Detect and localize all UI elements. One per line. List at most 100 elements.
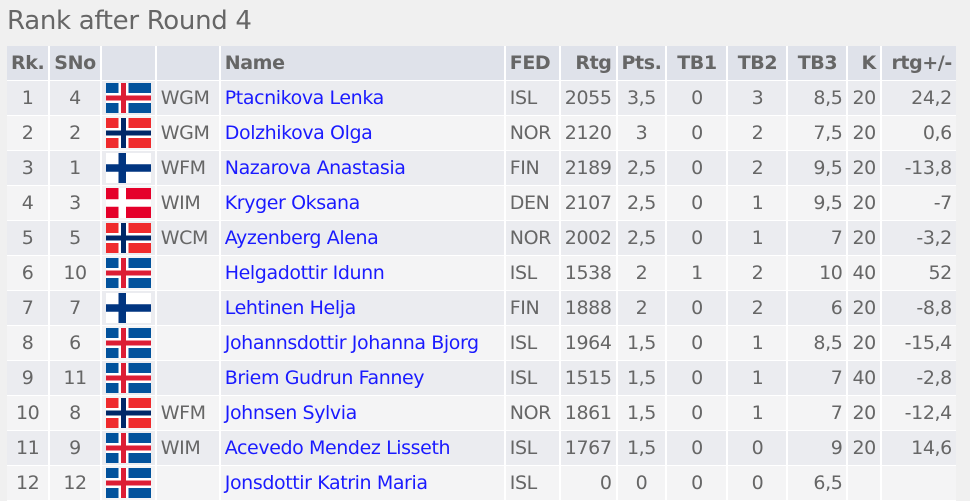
cell-k: 20 — [846, 80, 881, 116]
cell-tb3: 6,5 — [786, 465, 848, 501]
player-name-link[interactable]: Ayzenberg Alena — [218, 220, 505, 256]
cell-sno: 4 — [48, 80, 101, 116]
header-tb3[interactable]: TB3 — [786, 46, 848, 81]
flag-cell — [99, 185, 156, 221]
cell-fed: NOR — [503, 395, 560, 431]
cell-rk: 8 — [7, 325, 50, 361]
cell-rtgdiff: -13,8 — [879, 150, 956, 186]
cell-tb2: 1 — [726, 220, 788, 256]
cell-sno: 7 — [48, 290, 101, 326]
cell-tb1: 1 — [665, 255, 728, 291]
cell-tb1: 0 — [665, 290, 728, 326]
flag-cell — [99, 325, 156, 361]
cell-tb2: 1 — [726, 395, 788, 431]
cell-rtg: 1538 — [558, 255, 617, 291]
flag-cell — [99, 395, 156, 431]
table-row: 1 4 WGM Ptacnikova Lenka ISL 2055 3,5 0 3 8,5 20 24… — [7, 80, 956, 116]
player-name-link[interactable]: Johnsen Sylvia — [218, 395, 505, 431]
cell-pts: 1,5 — [615, 325, 667, 361]
header-tb1[interactable]: TB1 — [665, 46, 728, 81]
cell-sno: 12 — [48, 465, 101, 501]
cell-rk: 1 — [7, 80, 50, 116]
flag-nor-icon — [105, 118, 151, 148]
header-tb2[interactable]: TB2 — [726, 46, 788, 81]
player-name-link[interactable]: Dolzhikova Olga — [218, 115, 505, 151]
cell-tb3: 7,5 — [786, 115, 848, 151]
cell-title: WFM — [154, 150, 220, 186]
cell-tb2: 2 — [726, 255, 788, 291]
flag-cell — [99, 80, 156, 116]
cell-tb3: 10 — [786, 255, 848, 291]
flag-isl-icon — [105, 328, 151, 358]
cell-rtg: 1767 — [558, 430, 617, 466]
header-rtg-diff[interactable]: rtg+/- — [879, 46, 956, 81]
cell-pts: 1,5 — [615, 360, 667, 396]
cell-rtg: 1888 — [558, 290, 617, 326]
cell-fed: DEN — [503, 185, 560, 221]
cell-rtgdiff — [879, 465, 956, 501]
header-sno[interactable]: SNo — [48, 46, 101, 81]
header-name[interactable]: Name — [218, 46, 505, 81]
cell-pts: 1,5 — [615, 430, 667, 466]
cell-k: 20 — [846, 395, 881, 431]
cell-tb3: 8,5 — [786, 325, 848, 361]
cell-fed: ISL — [503, 325, 560, 361]
cell-rtg: 1861 — [558, 395, 617, 431]
player-name-link[interactable]: Johannsdottir Johanna Bjorg — [218, 325, 505, 361]
cell-rtgdiff: -12,4 — [879, 395, 956, 431]
table-row: 9 11 Briem Gudrun Fanney ISL 1515 1,5 0 1 7 40 -2,… — [7, 360, 956, 396]
table-row: 8 6 Johannsdottir Johanna Bjorg ISL 1964 1,5 0… — [7, 325, 956, 361]
player-name-link[interactable]: Briem Gudrun Fanney — [218, 360, 505, 396]
cell-title: WIM — [154, 185, 220, 221]
cell-sno: 11 — [48, 360, 101, 396]
cell-title: WFM — [154, 395, 220, 431]
player-name-link[interactable]: Ptacnikova Lenka — [218, 80, 505, 116]
cell-k: 20 — [846, 430, 881, 466]
cell-rtg: 1515 — [558, 360, 617, 396]
table-row: 11 9 WIM Acevedo Mendez Lisseth ISL 1767 1,5 0 0… — [7, 430, 956, 466]
cell-tb1: 0 — [665, 465, 728, 501]
player-name-link[interactable]: Nazarova Anastasia — [218, 150, 505, 186]
cell-title — [154, 360, 220, 396]
player-name-link[interactable]: Kryger Oksana — [218, 185, 505, 221]
flag-cell — [99, 255, 156, 291]
header-fed[interactable]: FED — [503, 46, 560, 81]
flag-cell — [99, 430, 156, 466]
flag-cell — [99, 150, 156, 186]
header-rtg[interactable]: Rtg — [558, 46, 617, 81]
cell-k: 20 — [846, 290, 881, 326]
cell-tb1: 0 — [665, 80, 728, 116]
cell-sno: 5 — [48, 220, 101, 256]
cell-k: 20 — [846, 185, 881, 221]
cell-rtgdiff: 14,6 — [879, 430, 956, 466]
player-name-link[interactable]: Acevedo Mendez Lisseth — [218, 430, 505, 466]
flag-isl-icon — [105, 468, 151, 498]
header-k[interactable]: K — [846, 46, 881, 81]
table-row: 3 1 WFM Nazarova Anastasia FIN 2189 2,5 0 2 9,5 20… — [7, 150, 956, 186]
header-rk[interactable]: Rk. — [7, 46, 50, 81]
cell-title — [154, 325, 220, 361]
player-name-link[interactable]: Jonsdottir Katrin Maria — [218, 465, 505, 501]
player-name-link[interactable]: Lehtinen Helja — [218, 290, 505, 326]
cell-tb3: 7 — [786, 395, 848, 431]
table-row: 12 12 Jonsdottir Katrin Maria ISL 0 0 0 0 6,5 — [7, 465, 956, 501]
cell-tb2: 2 — [726, 290, 788, 326]
cell-title: WGM — [154, 115, 220, 151]
standings-table: Rk. SNo Name FED Rtg Pts. TB1 TB2 TB3 K … — [7, 46, 956, 501]
flag-nor-icon — [105, 398, 151, 428]
cell-k: 20 — [846, 150, 881, 186]
cell-tb3: 9 — [786, 430, 848, 466]
cell-rtgdiff: -7 — [879, 185, 956, 221]
cell-pts: 2,5 — [615, 185, 667, 221]
table-row: 7 7 Lehtinen Helja FIN 1888 2 0 2 6 20 -8,8 — [7, 290, 956, 326]
cell-rtg: 2055 — [558, 80, 617, 116]
flag-den-icon — [105, 188, 151, 218]
cell-rtg: 2002 — [558, 220, 617, 256]
cell-fed: FIN — [503, 290, 560, 326]
flag-cell — [99, 465, 156, 501]
header-pts[interactable]: Pts. — [615, 46, 667, 81]
player-name-link[interactable]: Helgadottir Idunn — [218, 255, 505, 291]
header-title — [154, 46, 220, 81]
flag-isl-icon — [105, 258, 151, 288]
table-row: 6 10 Helgadottir Idunn ISL 1538 2 1 2 10 40 52 — [7, 255, 956, 291]
